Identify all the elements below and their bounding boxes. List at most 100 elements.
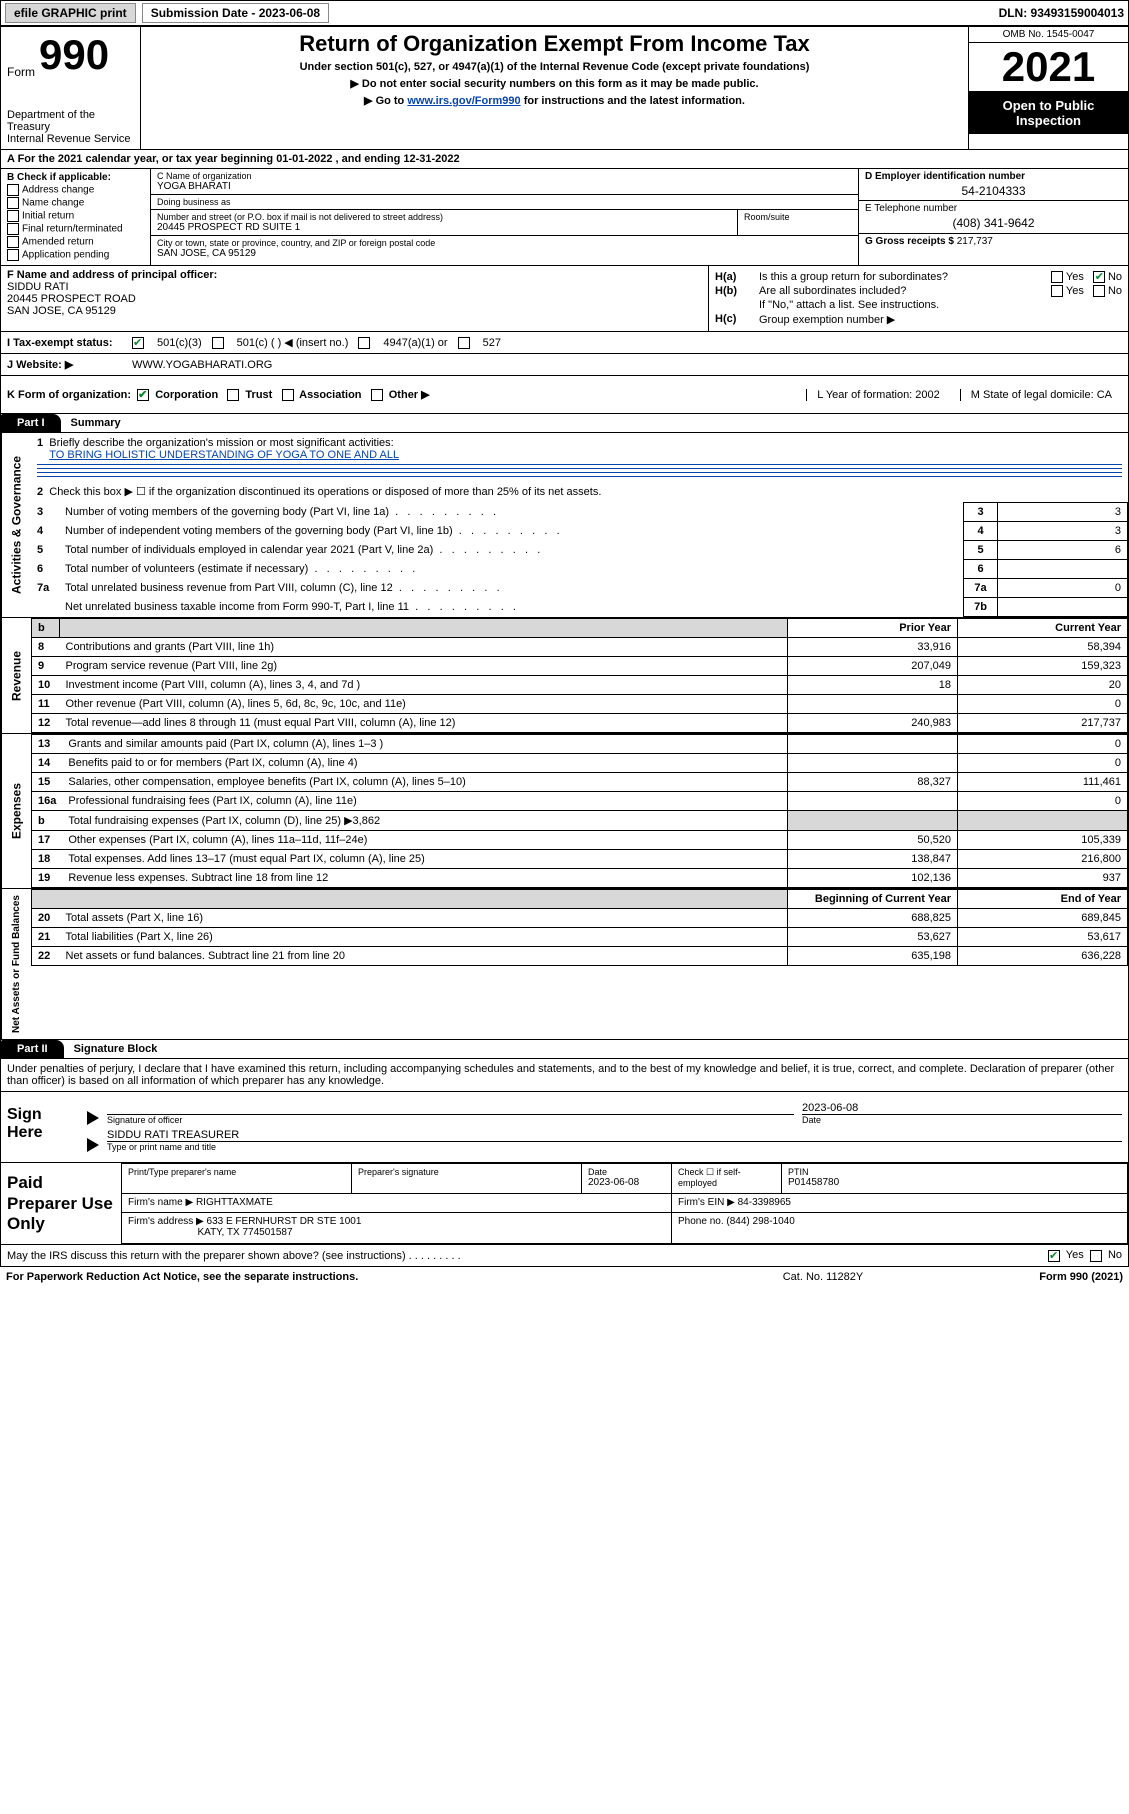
ein: 54-2104333 xyxy=(865,184,1122,198)
tax-year: 2021 xyxy=(969,43,1128,92)
table-row: 18Total expenses. Add lines 13–17 (must … xyxy=(32,850,1128,869)
governance-table: 3Number of voting members of the governi… xyxy=(31,502,1128,617)
year-formation: L Year of formation: 2002 xyxy=(806,389,950,401)
table-row: 7aTotal unrelated business revenue from … xyxy=(31,579,1128,598)
irs-discuss-no[interactable] xyxy=(1090,1250,1102,1262)
table-row: 19Revenue less expenses. Subtract line 1… xyxy=(32,869,1128,888)
col-DE: D Employer identification number 54-2104… xyxy=(858,169,1128,265)
firm-ein: 84-3398965 xyxy=(738,1197,791,1208)
paid-preparer-block: Paid Preparer Use Only Print/Type prepar… xyxy=(0,1163,1129,1245)
form-header: Form 990 Department of the Treasury Inte… xyxy=(0,26,1129,150)
firm-phone: (844) 298-1040 xyxy=(726,1216,794,1227)
firm-name: RIGHTTAXMATE xyxy=(196,1197,273,1208)
table-row: 11Other revenue (Part VIII, column (A), … xyxy=(32,695,1128,714)
telephone: (408) 341-9642 xyxy=(865,216,1122,230)
sign-date: 2023-06-08 xyxy=(802,1102,1122,1114)
street-address: 20445 PROSPECT RD SUITE 1 xyxy=(157,222,731,233)
ptin: P01458780 xyxy=(788,1177,839,1188)
chk-4947[interactable] xyxy=(358,337,370,349)
col-B-checkboxes: B Check if applicable: Address change Na… xyxy=(1,169,151,265)
sign-here-block: Sign Here Signature of officer 2023-06-0… xyxy=(0,1092,1129,1163)
ha-yes[interactable] xyxy=(1051,271,1063,283)
officer-name: SIDDU RATI TREASURER xyxy=(107,1129,1122,1141)
table-row: 8Contributions and grants (Part VIII, li… xyxy=(32,638,1128,657)
table-row: 16aProfessional fundraising fees (Part I… xyxy=(32,792,1128,811)
row-A-tax-year: A For the 2021 calendar year, or tax yea… xyxy=(0,150,1129,169)
city-state-zip: SAN JOSE, CA 95129 xyxy=(157,248,852,259)
gross-receipts: 217,737 xyxy=(957,236,993,247)
efile-print-button[interactable]: efile GRAPHIC print xyxy=(5,3,136,23)
chk-501c[interactable] xyxy=(212,337,224,349)
block-FH: F Name and address of principal officer:… xyxy=(0,266,1129,332)
row-I-tax-status: I Tax-exempt status: 501(c)(3) 501(c) ( … xyxy=(0,332,1129,354)
sign-arrow-icon-2 xyxy=(87,1138,99,1152)
part-II-header: Part II Signature Block xyxy=(0,1040,1129,1059)
irs-discuss-row: May the IRS discuss this return with the… xyxy=(0,1245,1129,1266)
col-H-group: H(a) Is this a group return for subordin… xyxy=(708,266,1128,331)
section-net-assets: Net Assets or Fund Balances Beginning of… xyxy=(0,889,1129,1040)
table-row: 3Number of voting members of the governi… xyxy=(31,503,1128,522)
hb-no[interactable] xyxy=(1093,285,1105,297)
website: WWW.YOGABHARATI.ORG xyxy=(132,359,272,371)
dln: DLN: 93493159004013 xyxy=(999,6,1124,20)
efile-topbar: efile GRAPHIC print Submission Date - 20… xyxy=(0,0,1129,26)
org-name: YOGA BHARATI xyxy=(157,181,852,192)
table-row: 5Total number of individuals employed in… xyxy=(31,541,1128,560)
table-row: 15Salaries, other compensation, employee… xyxy=(32,773,1128,792)
state-domicile: M State of legal domicile: CA xyxy=(960,389,1122,401)
footer: For Paperwork Reduction Act Notice, see … xyxy=(0,1267,1129,1287)
sign-arrow-icon xyxy=(87,1111,99,1125)
revenue-table: b Prior YearCurrent Year 8Contributions … xyxy=(31,618,1128,733)
table-row: 14Benefits paid to or for members (Part … xyxy=(32,754,1128,773)
chk-amended-return[interactable]: Amended return xyxy=(7,236,144,248)
chk-501c3[interactable] xyxy=(132,337,144,349)
table-row: Net unrelated business taxable income fr… xyxy=(31,598,1128,617)
chk-address-change[interactable]: Address change xyxy=(7,184,144,196)
goto-link-row: ▶ Go to www.irs.gov/Form990 for instruct… xyxy=(149,94,960,107)
firm-address: 633 E FERNHURST DR STE 1001 xyxy=(207,1216,362,1227)
chk-other[interactable] xyxy=(371,389,383,401)
form-subtitle: Under section 501(c), 527, or 4947(a)(1)… xyxy=(149,61,960,73)
chk-trust[interactable] xyxy=(227,389,239,401)
block-BCD: B Check if applicable: Address change Na… xyxy=(0,169,1129,266)
table-row: 12Total revenue—add lines 8 through 11 (… xyxy=(32,714,1128,733)
ssn-warning: ▶ Do not enter social security numbers o… xyxy=(149,77,960,90)
chk-corporation[interactable] xyxy=(137,389,149,401)
form-title: Return of Organization Exempt From Incom… xyxy=(149,31,960,57)
prep-date: 2023-06-08 xyxy=(588,1177,639,1188)
table-row: 20Total assets (Part X, line 16)688,8256… xyxy=(32,909,1128,928)
col-C-org-info: C Name of organization YOGA BHARATI Doin… xyxy=(151,169,858,265)
table-row: 10Investment income (Part VIII, column (… xyxy=(32,676,1128,695)
form-990-label: Form 990 xyxy=(7,31,134,79)
open-to-public: Open to Public Inspection xyxy=(969,92,1128,134)
table-row: 13Grants and similar amounts paid (Part … xyxy=(32,735,1128,754)
hb-yes[interactable] xyxy=(1051,285,1063,297)
net-assets-table: Beginning of Current YearEnd of Year 20T… xyxy=(31,889,1128,966)
chk-527[interactable] xyxy=(458,337,470,349)
chk-name-change[interactable]: Name change xyxy=(7,197,144,209)
table-row: 17Other expenses (Part IX, column (A), l… xyxy=(32,831,1128,850)
ha-no[interactable] xyxy=(1093,271,1105,283)
firm-city: KATY, TX 774501587 xyxy=(197,1227,292,1238)
irs-discuss-yes[interactable] xyxy=(1048,1250,1060,1262)
table-row: bTotal fundraising expenses (Part IX, co… xyxy=(32,811,1128,831)
mission-text: TO BRING HOLISTIC UNDERSTANDING OF YOGA … xyxy=(49,449,399,461)
chk-association[interactable] xyxy=(282,389,294,401)
principal-officer: F Name and address of principal officer:… xyxy=(1,266,708,331)
row-KLM: K Form of organization: Corporation Trus… xyxy=(0,376,1129,414)
chk-final-return[interactable]: Final return/terminated xyxy=(7,223,144,235)
table-row: 22Net assets or fund balances. Subtract … xyxy=(32,947,1128,966)
omb-number: OMB No. 1545-0047 xyxy=(969,27,1128,43)
table-row: 9Program service revenue (Part VIII, lin… xyxy=(32,657,1128,676)
part-I-header: Part I Summary xyxy=(0,414,1129,433)
table-row: 4Number of independent voting members of… xyxy=(31,522,1128,541)
table-row: 21Total liabilities (Part X, line 26)53,… xyxy=(32,928,1128,947)
signature-declaration: Under penalties of perjury, I declare th… xyxy=(0,1059,1129,1092)
table-row: 6Total number of volunteers (estimate if… xyxy=(31,560,1128,579)
row-J-website: J Website: ▶ WWW.YOGABHARATI.ORG xyxy=(0,354,1129,376)
irs-form990-link[interactable]: www.irs.gov/Form990 xyxy=(407,95,520,107)
chk-application-pending[interactable]: Application pending xyxy=(7,249,144,261)
chk-initial-return[interactable]: Initial return xyxy=(7,210,144,222)
section-expenses: Expenses 13Grants and similar amounts pa… xyxy=(0,734,1129,889)
section-revenue: Revenue b Prior YearCurrent Year 8Contri… xyxy=(0,618,1129,734)
